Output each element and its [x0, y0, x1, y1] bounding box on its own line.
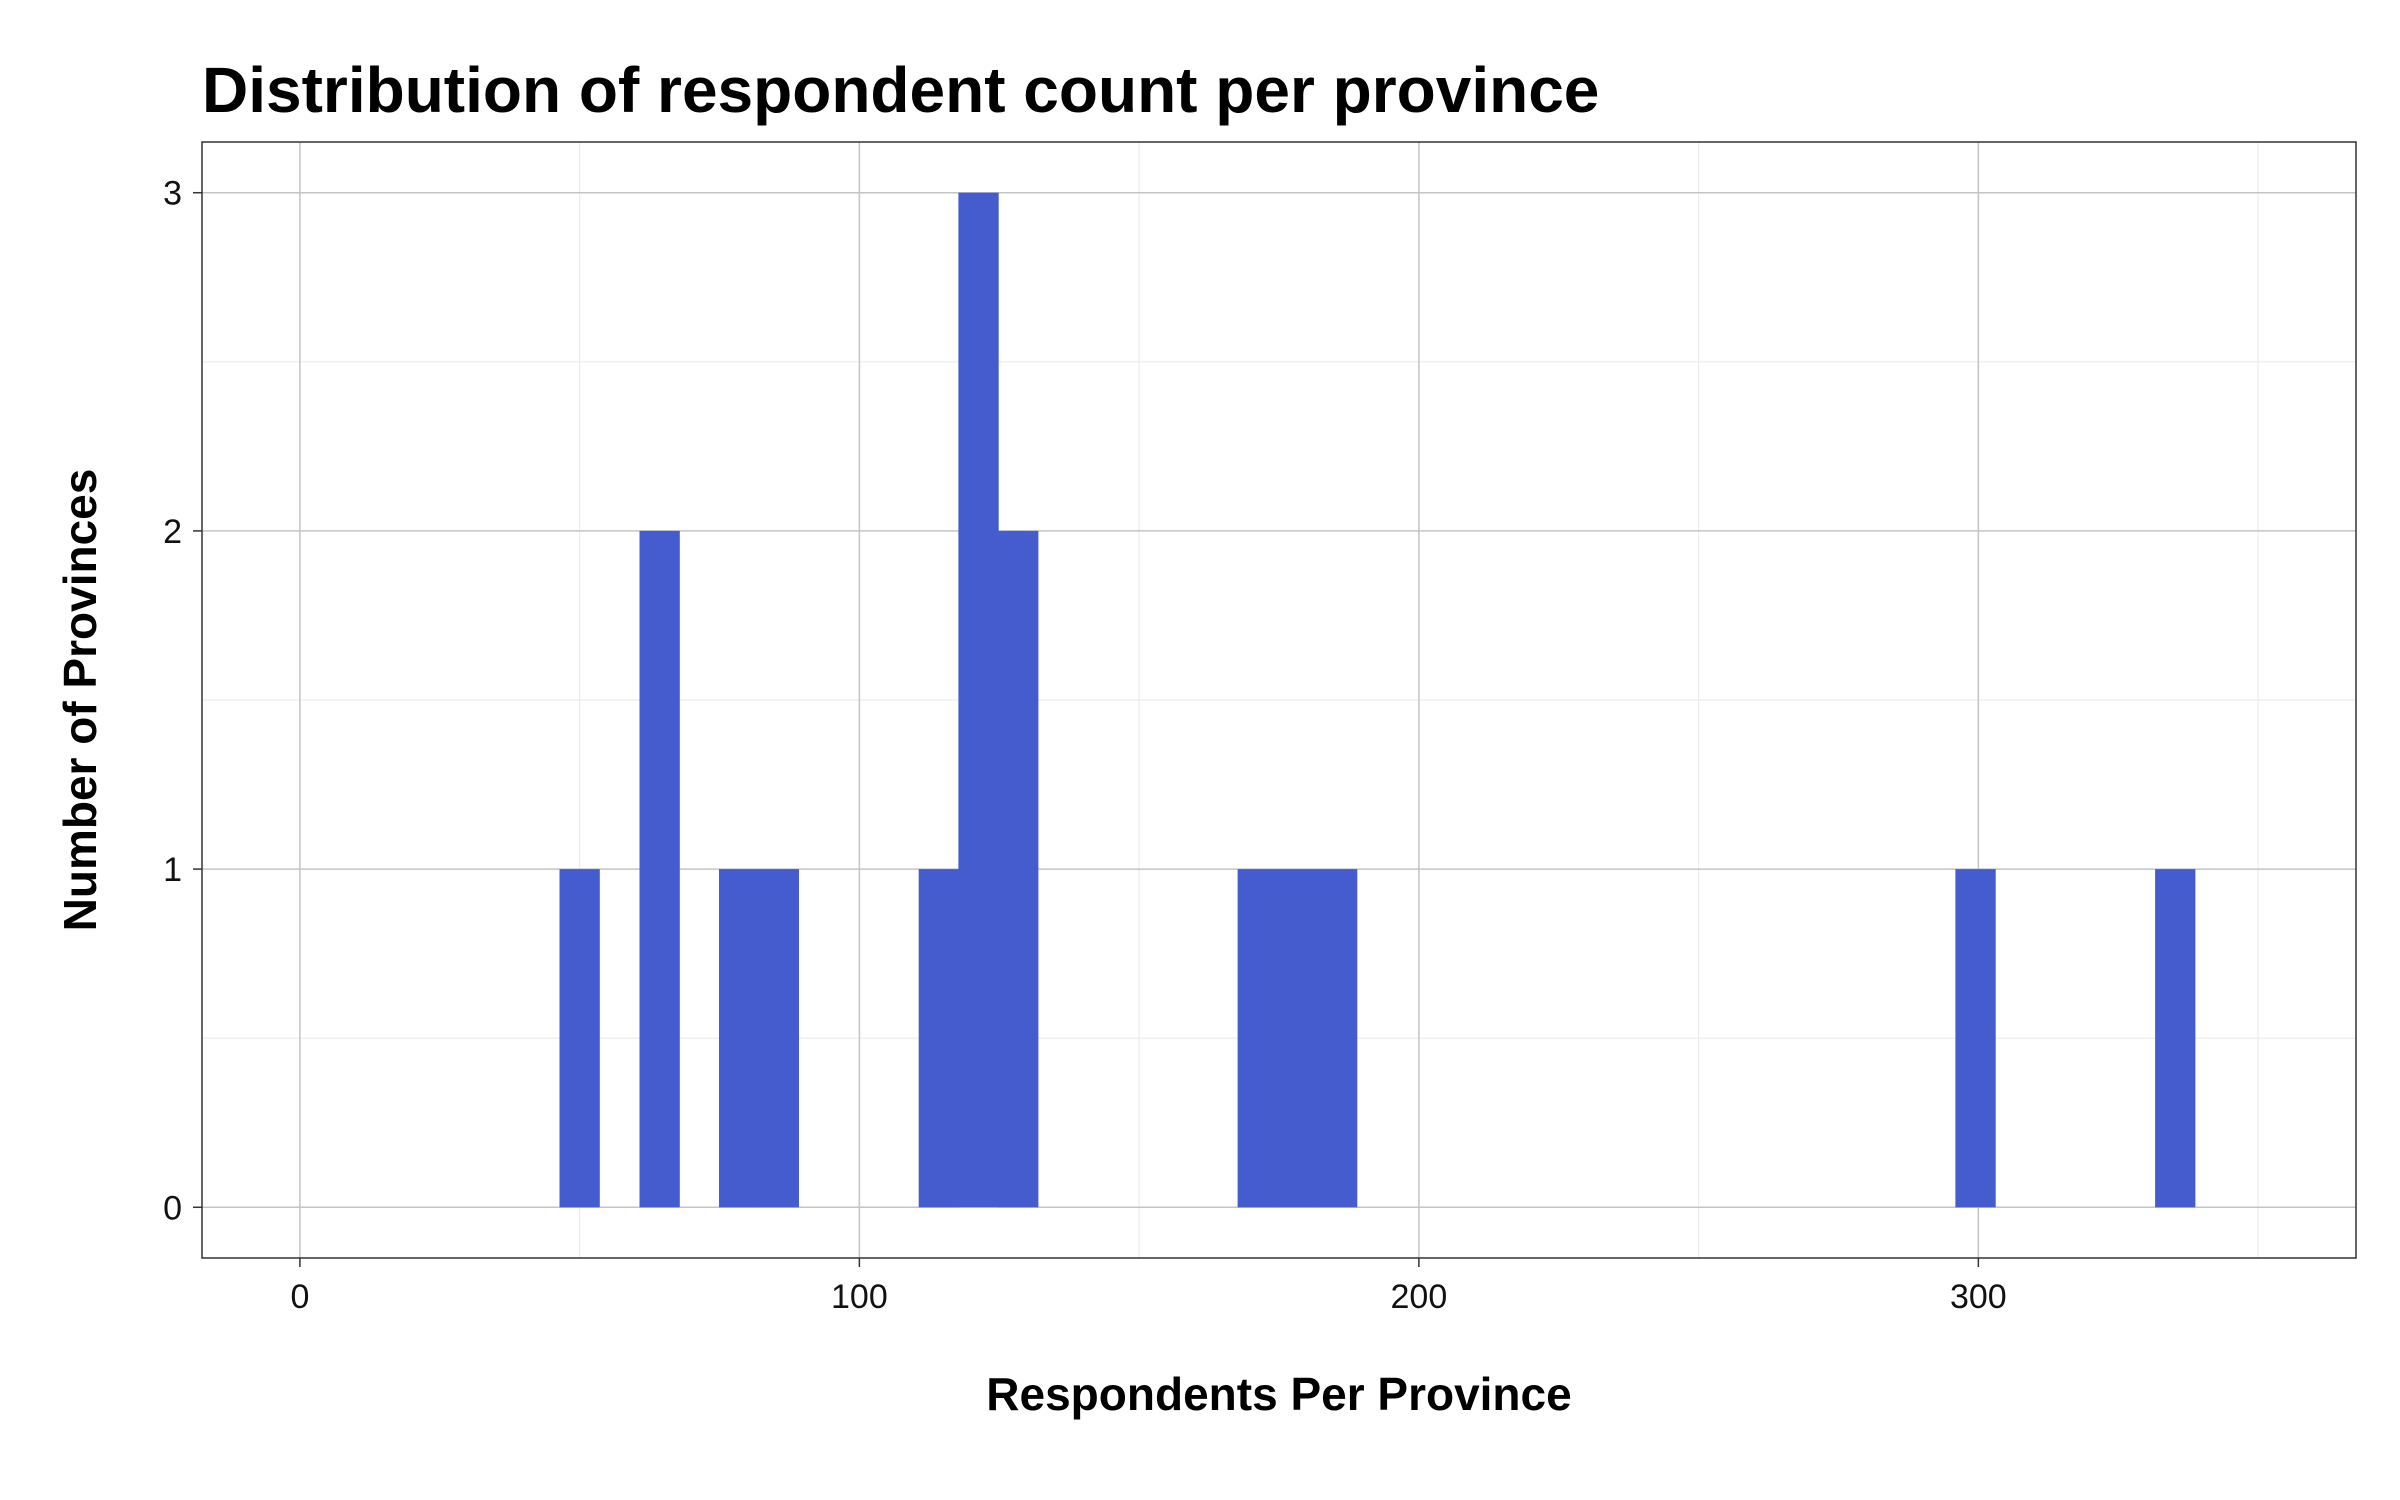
x-tick-label: 300: [1950, 1278, 2007, 1316]
histogram-bar: [758, 869, 799, 1208]
y-axis-ticks: 0 1 2 3: [163, 175, 202, 1227]
chart-title: Distribution of respondent count per pro…: [202, 54, 1599, 126]
histogram-bar: [559, 869, 600, 1208]
histogram-bar: [998, 530, 1039, 1208]
plot-panel-border: [201, 141, 2357, 1259]
histogram-bar: [639, 530, 680, 1208]
histogram-bar: [958, 192, 999, 1208]
y-tick-label: 0: [163, 1189, 182, 1227]
x-tick-label: 100: [831, 1278, 888, 1316]
y-tick-label: 3: [163, 175, 182, 213]
x-tick-label: 200: [1391, 1278, 1448, 1316]
histogram-bar: [1955, 869, 1996, 1208]
x-axis-title: Respondents Per Province: [986, 1368, 1571, 1420]
histogram-bar: [2155, 869, 2196, 1208]
histogram-bar: [719, 869, 760, 1208]
histogram-bars: [559, 192, 2196, 1208]
x-tick-label: 0: [290, 1278, 309, 1316]
y-tick-label: 1: [163, 851, 182, 889]
histogram-bar: [1317, 869, 1358, 1208]
histogram-bar: [1277, 869, 1318, 1208]
histogram-bar: [918, 869, 959, 1208]
histogram-bar: [1237, 869, 1278, 1208]
y-tick-label: 2: [163, 513, 182, 551]
x-axis-ticks: 0 100 200 300: [290, 1258, 2007, 1316]
y-axis-title: Number of Provinces: [54, 469, 106, 932]
